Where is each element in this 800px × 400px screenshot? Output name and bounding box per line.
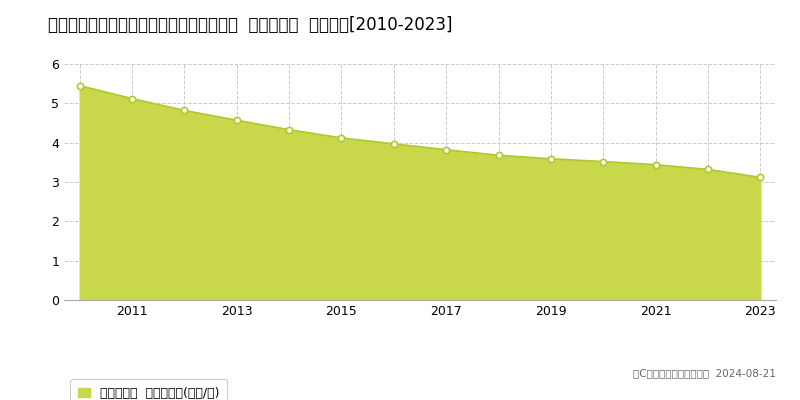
Legend: 基準地価格  平均坪単価(万円/坪): 基準地価格 平均坪単価(万円/坪)	[70, 379, 227, 400]
Text: （C）土地価格ドットコム  2024-08-21: （C）土地価格ドットコム 2024-08-21	[633, 368, 776, 378]
Text: 秋田県鹿角市十和田毛馬内字毛馬内９５番  基準地価格  地価推移[2010-2023]: 秋田県鹿角市十和田毛馬内字毛馬内９５番 基準地価格 地価推移[2010-2023…	[48, 16, 453, 34]
